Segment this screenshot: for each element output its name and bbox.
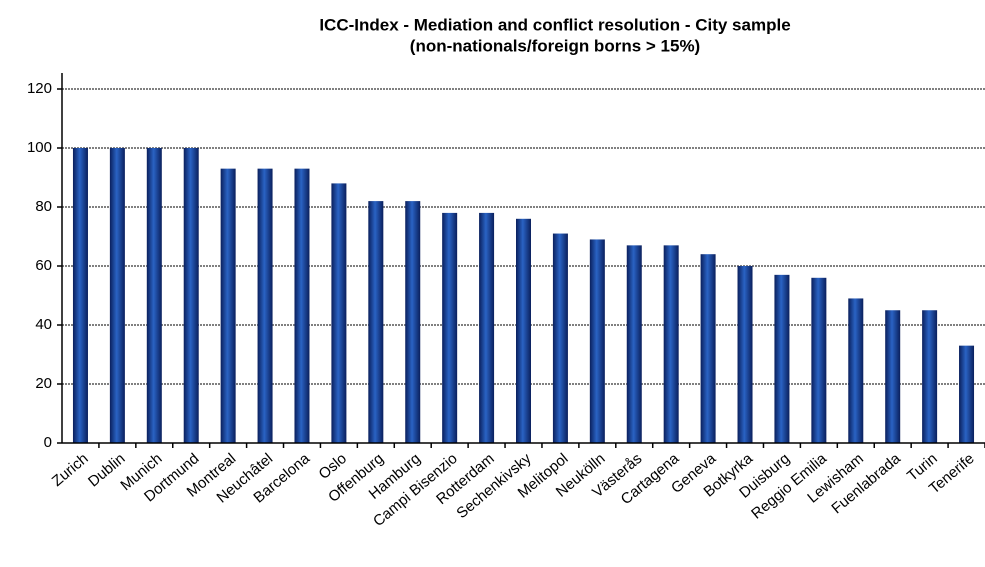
bar — [848, 298, 864, 443]
bar — [774, 274, 790, 443]
bar — [885, 310, 901, 443]
chart-subtitle: (non-nationals/foreign borns > 15%) — [410, 36, 700, 55]
bar — [516, 218, 531, 443]
y-tick-label: 20 — [35, 375, 52, 392]
y-tick-label: 40 — [35, 316, 52, 333]
bar — [479, 212, 495, 443]
x-tick-label: Zurich — [49, 450, 92, 490]
y-tick-label: 80 — [35, 198, 52, 215]
bar — [257, 168, 273, 443]
bar — [700, 254, 716, 443]
bar — [737, 266, 753, 443]
y-tick-label: 0 — [44, 434, 52, 451]
bar — [368, 201, 384, 443]
bar — [220, 168, 236, 443]
bar — [922, 310, 938, 443]
bar — [331, 183, 347, 443]
y-tick-label: 60 — [35, 257, 52, 274]
bar — [183, 148, 199, 443]
y-tick-label: 120 — [27, 80, 52, 97]
bar — [626, 245, 642, 443]
bar — [811, 277, 827, 443]
bar — [109, 148, 125, 443]
bar — [405, 201, 421, 443]
bar — [589, 239, 605, 443]
y-tick-label: 100 — [27, 139, 52, 156]
bar — [663, 245, 679, 443]
bar — [959, 345, 975, 443]
bar — [294, 168, 310, 443]
bar — [442, 212, 458, 443]
bar — [552, 233, 568, 443]
chart-title: ICC-Index - Mediation and conflict resol… — [319, 15, 790, 34]
bar — [72, 148, 88, 443]
bar — [146, 148, 162, 443]
